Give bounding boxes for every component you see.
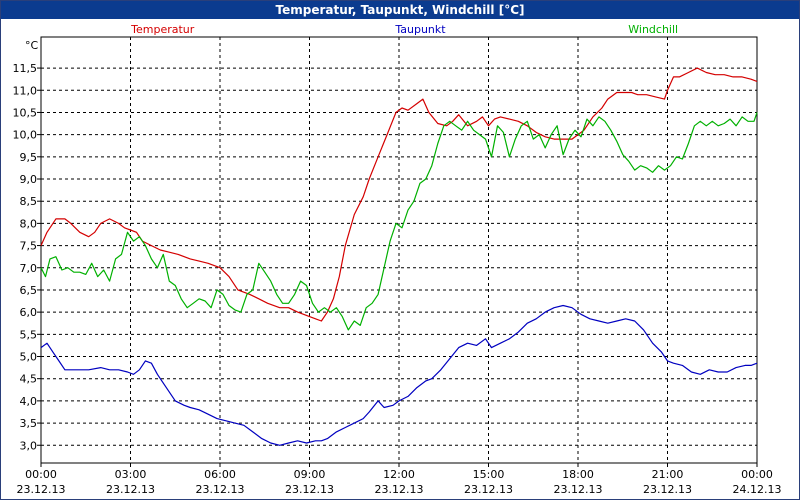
y-tick-label: 6,5 (20, 284, 38, 297)
x-tick-date: 23.12.13 (554, 483, 603, 496)
x-tick-date: 23.12.13 (196, 483, 245, 496)
legend-temperatur: Temperatur (130, 23, 195, 36)
x-tick-time: 12:00 (383, 468, 415, 481)
x-tick-time: 00:00 (25, 468, 57, 481)
y-tick-label: 3,5 (20, 417, 38, 430)
x-tick-time: 09:00 (294, 468, 326, 481)
y-tick-label: 9,5 (20, 151, 38, 164)
legend-taupunkt: Taupunkt (394, 23, 446, 36)
series-line-taupunkt (40, 304, 758, 446)
y-tick-label: 8,5 (20, 195, 38, 208)
legend-windchill: Windchill (628, 23, 678, 36)
x-tick-date: 23.12.13 (643, 483, 692, 496)
series-line-temperatur (40, 67, 758, 322)
x-tick-time: 18:00 (562, 468, 594, 481)
y-tick-label: 5,5 (20, 328, 38, 341)
y-tick-label: 3,0 (20, 439, 38, 452)
x-tick-date: 23.12.13 (17, 483, 66, 496)
x-tick-time: 15:00 (473, 468, 505, 481)
chart-title: Temperatur, Taupunkt, Windchill [°C] (1, 1, 799, 19)
series-line-windchill (40, 112, 758, 331)
y-tick-label: 6,0 (20, 306, 38, 319)
y-tick-label: 11,5 (13, 62, 38, 75)
x-tick-date: 23.12.13 (464, 483, 513, 496)
x-tick-time: 03:00 (115, 468, 147, 481)
y-tick-label: 10,5 (13, 106, 38, 119)
x-tick-time: 06:00 (204, 468, 236, 481)
y-tick-label: 5,0 (20, 351, 38, 364)
x-tick-date: 23.12.13 (106, 483, 155, 496)
y-tick-label: 4,5 (20, 373, 38, 386)
x-tick-date: 23.12.13 (375, 483, 424, 496)
y-axis-unit: °C (25, 39, 39, 52)
x-tick-time: 21:00 (652, 468, 684, 481)
x-tick-date: 23.12.13 (285, 483, 334, 496)
y-tick-label: 11,0 (13, 84, 38, 97)
y-tick-label: 7,5 (20, 240, 38, 253)
x-tick-date: 24.12.13 (733, 483, 782, 496)
y-tick-label: 8,0 (20, 217, 38, 230)
y-tick-label: 7,0 (20, 262, 38, 275)
x-tick-time: 00:00 (741, 468, 773, 481)
chart-canvas: 3,0 3,5 4,0 4,5 5,0 5,5 6,0 6,5 7,0 7,5 8,0 8,5 9,0 9… (13, 23, 782, 496)
y-tick-label: 9,0 (20, 173, 38, 186)
y-tick-label: 4,0 (20, 395, 38, 408)
y-tick-label: 10,0 (13, 129, 38, 142)
